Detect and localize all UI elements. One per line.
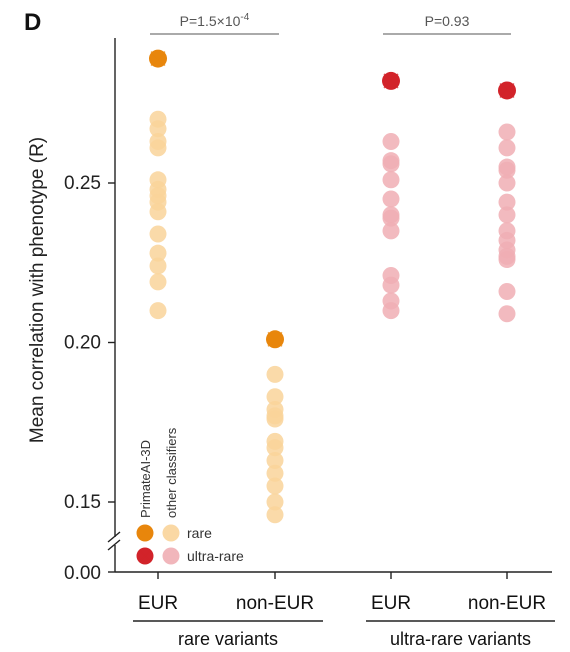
- other-classifier-point: [382, 209, 400, 227]
- legend-marker-cross: [138, 549, 152, 563]
- other-classifier-point: [382, 133, 400, 151]
- x-tick-label: non-EUR: [236, 593, 314, 614]
- other-classifier-point: [382, 302, 400, 320]
- other-classifier-point: [149, 273, 167, 291]
- x-tick-label: EUR: [138, 593, 178, 614]
- primateai-marker-cross: [499, 82, 515, 99]
- legend-row-label: rare: [187, 525, 212, 541]
- other-classifier-point: [149, 302, 167, 320]
- other-classifier-point: [149, 139, 167, 157]
- y-tick-label: 0.15: [64, 492, 101, 513]
- y-tick-label: 0.25: [64, 173, 101, 194]
- group-label: ultra-rare variants: [390, 629, 531, 649]
- axes: 0.25 0.20 0.15 0.00 EUR non-EUR EUR non-EUR rare…: [64, 38, 555, 649]
- primateai-marker-cross: [150, 51, 166, 67]
- p-value-label: P=1.5×10-4: [180, 12, 250, 29]
- other-classifier-point: [266, 388, 284, 406]
- other-classifier-point: [266, 506, 284, 524]
- other-classifier-point: [498, 123, 516, 141]
- legend-header-other: other classifiers: [164, 427, 179, 518]
- other-classifier-point: [266, 477, 284, 495]
- y-tick-label: 0.00: [64, 563, 101, 584]
- x-tick-label: non-EUR: [468, 593, 546, 614]
- significance-brackets: P=1.5×10-4 P=0.93: [150, 12, 511, 35]
- other-classifier-point: [382, 155, 400, 173]
- other-classifier-point: [266, 452, 284, 470]
- other-classifier-point: [498, 174, 516, 192]
- other-classifier-point: [498, 139, 516, 157]
- group-label: rare variants: [178, 629, 278, 649]
- axis-break-mark: [107, 531, 121, 543]
- panel-label: D: [24, 9, 41, 36]
- other-classifier-point: [266, 493, 284, 511]
- other-classifier-point: [149, 203, 167, 221]
- other-classifier-point: [382, 222, 400, 240]
- axis-break-mark: [107, 539, 121, 551]
- legend-marker-other: [162, 524, 180, 542]
- other-classifier-point: [498, 161, 516, 179]
- other-classifier-point: [382, 276, 400, 294]
- data-points: [149, 49, 516, 524]
- legend-marker-other: [162, 547, 180, 565]
- y-tick-label: 0.20: [64, 333, 101, 354]
- other-classifier-point: [266, 365, 284, 383]
- other-classifier-point: [498, 282, 516, 300]
- other-classifier-point: [149, 120, 167, 138]
- other-classifier-point: [149, 225, 167, 243]
- other-classifier-point: [266, 464, 284, 482]
- other-classifier-point: [498, 251, 516, 269]
- legend: PrimateAI-3D other classifiers rare ultra-r…: [136, 427, 244, 565]
- other-classifier-point: [498, 305, 516, 323]
- p-value-label: P=0.93: [425, 13, 470, 29]
- x-tick-label: EUR: [371, 593, 411, 614]
- other-classifier-point: [498, 193, 516, 211]
- legend-row-label: ultra-rare: [187, 548, 244, 564]
- primateai-marker-cross: [267, 331, 283, 347]
- other-classifier-point: [266, 439, 284, 457]
- primateai-marker-cross: [383, 73, 399, 89]
- other-classifier-point: [498, 206, 516, 224]
- other-classifier-point: [382, 190, 400, 208]
- y-axis-label: Mean correlation with phenotype (R): [27, 137, 48, 443]
- other-classifier-point: [149, 257, 167, 275]
- other-classifier-point: [382, 171, 400, 189]
- other-classifier-point: [149, 244, 167, 262]
- legend-header-primateai: PrimateAI-3D: [138, 440, 153, 518]
- legend-marker-cross: [138, 526, 152, 540]
- other-classifier-point: [266, 410, 284, 428]
